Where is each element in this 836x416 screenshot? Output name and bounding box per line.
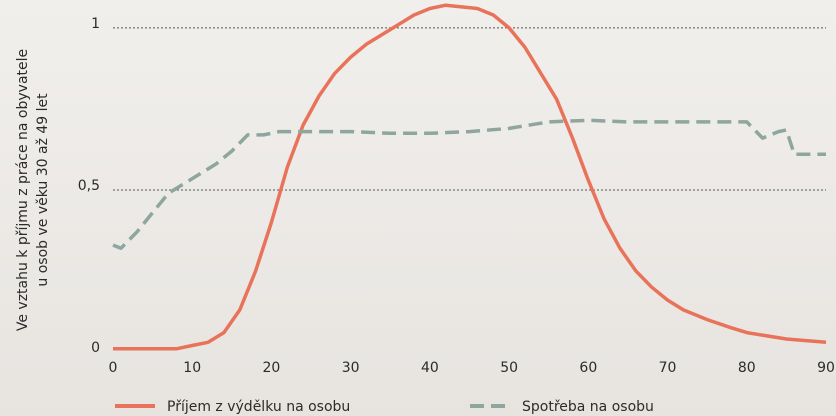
x-tick-label: 40 bbox=[421, 360, 439, 376]
x-tick-label: 50 bbox=[500, 360, 518, 376]
x-tick-label: 20 bbox=[263, 360, 281, 376]
line bbox=[113, 3, 827, 351]
line bbox=[112, 118, 826, 251]
x-tick-label: 0 bbox=[109, 360, 118, 376]
y-tick-label: 0 bbox=[91, 340, 100, 356]
x-tick-label: 70 bbox=[659, 360, 677, 376]
legend-label: Spotřeba na osobu bbox=[522, 399, 654, 415]
x-tick-label: 90 bbox=[817, 360, 835, 376]
x-tick-label: 80 bbox=[738, 360, 756, 376]
legend-label: Příjem z výdělku na osobu bbox=[167, 399, 350, 415]
x-tick-label: 10 bbox=[183, 360, 201, 376]
x-tick-label: 30 bbox=[342, 360, 360, 376]
y-axis-label: u osob ve věku 30 až 49 let bbox=[35, 93, 51, 287]
y-tick-label: 0,5 bbox=[78, 178, 100, 194]
y-axis-label: Ve vztahu k příjmu z práce na obyvatele bbox=[15, 49, 31, 331]
y-tick-label: 1 bbox=[91, 16, 100, 32]
x-tick-label: 60 bbox=[579, 360, 597, 376]
